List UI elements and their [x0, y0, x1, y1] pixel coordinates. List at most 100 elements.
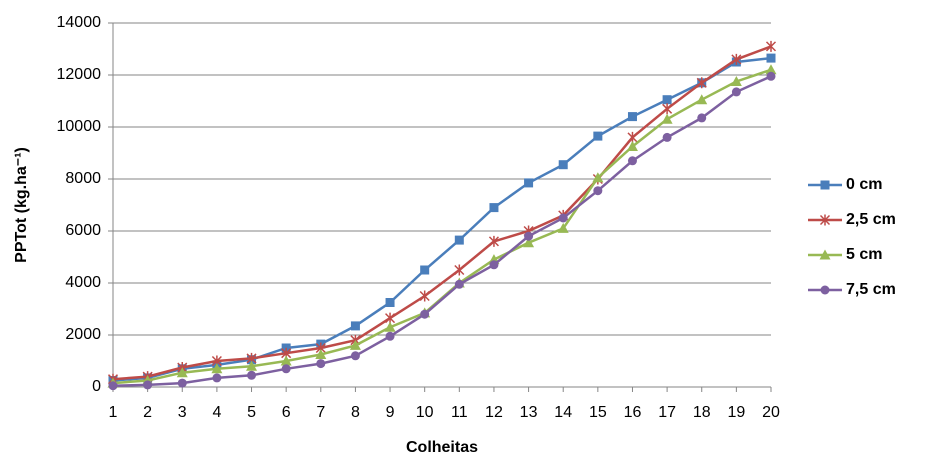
marker — [143, 380, 153, 390]
marker — [593, 186, 603, 196]
marker — [662, 132, 672, 142]
x-tick-label: 15 — [589, 404, 607, 421]
x-tick-label: 7 — [316, 404, 325, 421]
marker — [489, 203, 499, 213]
marker — [454, 264, 465, 276]
y-tick-label: 0 — [92, 378, 101, 395]
x-tick-label: 16 — [624, 404, 642, 421]
marker — [696, 77, 707, 89]
marker — [454, 279, 464, 289]
marker — [820, 180, 830, 190]
marker — [765, 64, 777, 75]
x-tick-label: 14 — [554, 404, 572, 421]
marker — [593, 131, 603, 141]
marker — [765, 40, 777, 52]
marker — [349, 339, 361, 350]
marker — [662, 95, 672, 105]
marker — [177, 378, 187, 388]
marker — [557, 222, 569, 233]
marker — [488, 235, 499, 247]
y-tick-label: 4000 — [65, 274, 101, 291]
marker — [419, 290, 430, 302]
marker — [731, 87, 741, 97]
marker — [246, 360, 258, 371]
x-tick-label: 12 — [485, 404, 503, 421]
legend-item: 5 cm — [808, 246, 882, 263]
marker — [819, 249, 831, 260]
x-tick-label: 20 — [762, 404, 780, 421]
legend-label: 0 cm — [846, 176, 882, 193]
x-tick-label: 17 — [658, 404, 676, 421]
legend-item: 0 cm — [808, 176, 882, 193]
x-tick-label: 1 — [109, 404, 118, 421]
x-tick-label: 8 — [351, 404, 360, 421]
x-axis-title: Colheitas — [406, 439, 478, 456]
marker — [766, 71, 776, 81]
x-tick-label: 18 — [693, 404, 711, 421]
y-axis-title: PPTot (kg.ha⁻¹) — [13, 147, 30, 263]
marker — [316, 359, 326, 369]
y-tick-label: 6000 — [65, 222, 101, 239]
series-line — [112, 56, 772, 382]
legend-item: 7,5 cm — [808, 281, 896, 298]
x-tick-label: 9 — [386, 404, 395, 421]
x-tick-label: 4 — [212, 404, 221, 421]
y-tick-label: 12000 — [57, 66, 102, 83]
x-tick-label: 10 — [416, 404, 434, 421]
x-tick-label: 13 — [520, 404, 538, 421]
y-tick-label: 2000 — [65, 326, 101, 343]
marker — [420, 309, 430, 319]
y-tick-label: 8000 — [65, 170, 101, 187]
marker — [489, 260, 499, 270]
x-tick-label: 19 — [727, 404, 745, 421]
marker — [281, 364, 291, 374]
legend-label: 5 cm — [846, 246, 882, 263]
legend-label: 2,5 cm — [846, 211, 896, 228]
marker — [731, 53, 742, 65]
marker — [626, 141, 638, 151]
marker — [420, 265, 430, 275]
legend-label: 7,5 cm — [846, 281, 896, 298]
y-tick-label: 14000 — [57, 14, 102, 31]
marker — [350, 351, 360, 361]
marker — [211, 363, 223, 374]
marker — [454, 235, 464, 245]
marker — [696, 94, 708, 105]
marker — [384, 321, 396, 332]
x-tick-label: 2 — [143, 404, 152, 421]
marker — [524, 178, 534, 188]
y-tick-label: 10000 — [57, 118, 102, 135]
marker — [730, 76, 742, 86]
marker — [558, 160, 568, 170]
marker — [350, 321, 360, 331]
series-line — [112, 75, 772, 387]
marker — [176, 367, 188, 378]
marker — [247, 370, 257, 380]
marker — [697, 113, 707, 123]
series-line — [112, 68, 772, 385]
marker — [766, 53, 776, 63]
marker — [280, 355, 292, 366]
x-tick-label: 3 — [178, 404, 187, 421]
marker — [385, 331, 395, 341]
x-tick-label: 6 — [282, 404, 291, 421]
marker — [315, 349, 327, 359]
marker — [385, 298, 395, 307]
x-tick-label: 5 — [247, 404, 256, 421]
marker — [523, 237, 535, 248]
marker — [627, 156, 637, 166]
marker — [661, 113, 673, 124]
x-tick-label: 11 — [451, 404, 468, 421]
marker — [212, 373, 222, 383]
marker — [558, 213, 568, 223]
series-line — [112, 45, 772, 381]
marker — [592, 172, 604, 183]
marker — [524, 231, 534, 241]
marker — [820, 285, 830, 295]
marker — [627, 112, 637, 122]
marker — [108, 381, 118, 391]
legend-item: 2,5 cm — [808, 211, 896, 228]
marker — [819, 214, 831, 226]
marker — [662, 103, 673, 115]
